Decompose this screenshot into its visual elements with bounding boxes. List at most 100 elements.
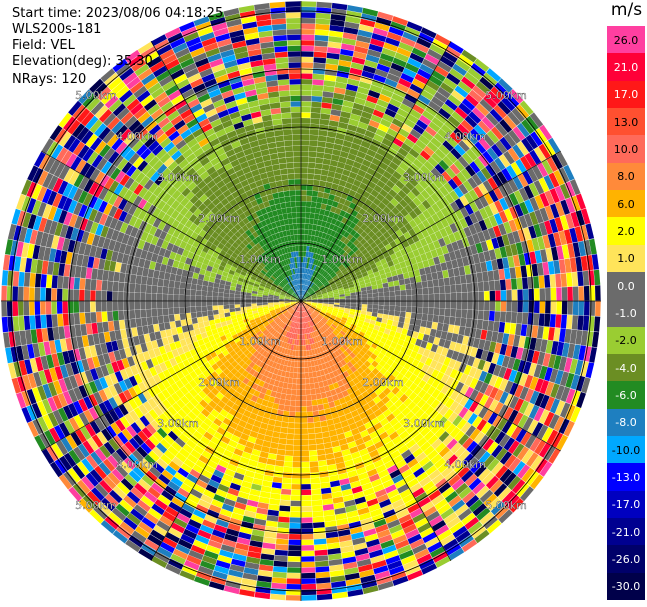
range-gate [564, 181, 576, 197]
range-gate [273, 368, 279, 375]
range-gate [345, 435, 355, 444]
range-gate [321, 309, 327, 313]
range-gate [207, 413, 217, 423]
range-gate [343, 310, 350, 314]
range-gate [399, 226, 408, 235]
range-gate [408, 210, 418, 220]
range-gate [301, 245, 304, 252]
range-gate [256, 373, 264, 380]
range-gate [403, 362, 412, 371]
range-gate [244, 470, 255, 478]
range-gate [407, 251, 415, 259]
range-gate [467, 355, 476, 367]
range-gate [224, 391, 233, 400]
range-gate [372, 292, 379, 298]
range-gate [560, 273, 567, 287]
range-gate [407, 570, 423, 581]
range-gate [342, 314, 349, 319]
range-gate [281, 370, 286, 377]
range-gate [231, 558, 246, 567]
range-gate [154, 551, 170, 564]
range-gate [343, 312, 349, 317]
range-gate [265, 377, 272, 384]
range-gate [427, 335, 435, 344]
range-gate [572, 242, 581, 258]
range-gate [375, 222, 384, 231]
range-gate [409, 414, 419, 425]
range-gate [506, 301, 512, 312]
range-gate [213, 524, 228, 534]
range-gate [428, 350, 436, 360]
range-gate [570, 179, 581, 195]
range-gate [350, 358, 357, 366]
range-gate [290, 506, 301, 512]
range-gate [163, 279, 170, 288]
range-gate [161, 490, 174, 502]
range-gate [499, 279, 506, 291]
range-gate [329, 281, 336, 286]
range-gate [489, 301, 496, 311]
range-gate [363, 487, 375, 497]
range-gate [551, 246, 559, 261]
range-gate [406, 301, 412, 307]
range-gate [347, 417, 356, 426]
range-gate [231, 477, 243, 486]
range-gate [501, 168, 513, 182]
range-gate [296, 306, 299, 311]
range-gate [193, 416, 204, 426]
range-gate [360, 356, 367, 364]
range-gate [309, 308, 314, 312]
range-gate [498, 509, 513, 524]
range-gate [319, 320, 325, 326]
range-gate [268, 360, 274, 367]
range-gate [582, 315, 590, 331]
range-gate [344, 293, 351, 297]
range-gate [311, 276, 315, 282]
range-gate [431, 321, 438, 330]
range-gate [391, 224, 400, 233]
range-gate [409, 163, 420, 173]
range-gate [294, 316, 297, 323]
range-gate [255, 366, 263, 373]
range-gate [337, 392, 344, 400]
range-gate [467, 301, 473, 310]
range-gate [375, 334, 382, 342]
range-gate [473, 186, 484, 198]
range-gate [271, 482, 282, 489]
range-gate [375, 16, 392, 27]
range-gate [380, 273, 387, 280]
range-gate [118, 291, 124, 301]
range-gate [301, 134, 310, 141]
range-gate [544, 367, 553, 382]
range-gate [376, 63, 391, 73]
range-gate [224, 468, 236, 478]
range-gate [238, 438, 248, 446]
range-gate [321, 289, 327, 293]
range-gate [324, 74, 337, 82]
range-gate [339, 291, 345, 295]
range-gate [409, 443, 420, 454]
range-gate [258, 392, 266, 400]
range-gate [474, 380, 484, 392]
range-gate [306, 302, 312, 305]
range-gate [542, 234, 551, 249]
range-gate [319, 312, 325, 316]
range-gate [437, 60, 452, 73]
range-gate [525, 115, 539, 131]
range-gate [578, 345, 586, 361]
range-gate [472, 416, 483, 428]
range-gate [359, 569, 375, 578]
range-gate [422, 110, 435, 121]
range-gate [389, 305, 395, 311]
range-gate [425, 485, 438, 497]
range-gate [310, 305, 316, 309]
range-gate [339, 276, 346, 281]
range-gate [317, 341, 322, 348]
range-gate [219, 387, 228, 396]
range-gate [455, 309, 462, 318]
range-gate [287, 383, 293, 390]
range-gate [381, 156, 392, 166]
range-gate [556, 434, 568, 451]
range-gate [434, 148, 446, 160]
range-gate [495, 122, 508, 137]
